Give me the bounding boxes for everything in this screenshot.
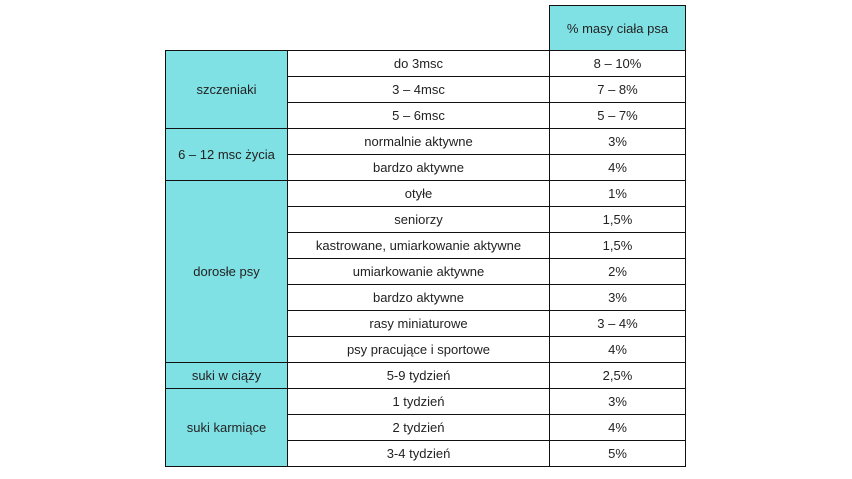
table-row: psy pracujące i sportowe 4% — [166, 336, 686, 363]
value-cell: 1,5% — [549, 232, 686, 259]
condition-cell: rasy miniaturowe — [287, 310, 550, 337]
empty-header-cell — [165, 5, 288, 51]
table-row: umiarkowanie aktywne 2% — [166, 258, 686, 285]
value-cell: 7 – 8% — [549, 76, 686, 103]
value-cell: 8 – 10% — [549, 50, 686, 77]
condition-cell: 5-9 tydzień — [287, 362, 550, 389]
condition-cell: 3-4 tydzień — [287, 440, 550, 467]
value-cell: 4% — [549, 336, 686, 363]
condition-cell: kastrowane, umiarkowanie aktywne — [287, 232, 550, 259]
group-label: dorosłe psy — [165, 180, 288, 363]
condition-cell: 5 – 6msc — [287, 102, 550, 129]
condition-cell: 2 tydzień — [287, 414, 550, 441]
feeding-table: % masy ciała psa szczeniaki do 3msc 8 – 10… — [165, 5, 686, 467]
value-cell: 2,5% — [549, 362, 686, 389]
condition-cell: normalnie aktywne — [287, 128, 550, 155]
condition-cell: bardzo aktywne — [287, 284, 550, 311]
table-row: szczeniaki do 3msc 8 – 10% — [165, 50, 686, 129]
table-row: 3 – 4msc 7 – 8% — [166, 76, 686, 103]
table-row: seniorzy 1,5% — [166, 206, 686, 233]
value-cell: 4% — [549, 154, 686, 181]
condition-cell: otyłe — [287, 180, 550, 207]
table-row: bardzo aktywne 4% — [166, 154, 686, 181]
value-cell: 3% — [549, 284, 686, 311]
value-cell: 3% — [549, 388, 686, 415]
value-cell: 4% — [549, 414, 686, 441]
value-cell: 1% — [549, 180, 686, 207]
table-row: suki karmiące 1 tydzień 3% — [165, 388, 686, 467]
condition-cell: 1 tydzień — [287, 388, 550, 415]
condition-cell: psy pracujące i sportowe — [287, 336, 550, 363]
value-cell: 5% — [549, 440, 686, 467]
empty-header-cell — [287, 5, 550, 51]
table-row: 3-4 tydzień 5% — [166, 440, 686, 467]
group-label: suki w ciąży — [165, 362, 288, 389]
value-column-header: % masy ciała psa — [549, 5, 686, 51]
condition-cell: 3 – 4msc — [287, 76, 550, 103]
table-row: rasy miniaturowe 3 – 4% — [166, 310, 686, 337]
table-row: suki w ciąży 5-9 tydzień 2,5% — [165, 362, 686, 389]
value-cell: 3% — [549, 128, 686, 155]
header-row: % masy ciała psa — [165, 5, 686, 51]
condition-cell: umiarkowanie aktywne — [287, 258, 550, 285]
value-cell: 2% — [549, 258, 686, 285]
group-label: szczeniaki — [165, 50, 288, 129]
condition-cell: seniorzy — [287, 206, 550, 233]
condition-cell: bardzo aktywne — [287, 154, 550, 181]
group-label: suki karmiące — [165, 388, 288, 467]
table-row: bardzo aktywne 3% — [166, 284, 686, 311]
table-row: 6 – 12 msc życia normalnie aktywne 3% — [165, 128, 686, 181]
table-row: kastrowane, umiarkowanie aktywne 1,5% — [166, 232, 686, 259]
group-label: 6 – 12 msc życia — [165, 128, 288, 181]
value-cell: 5 – 7% — [549, 102, 686, 129]
value-cell: 3 – 4% — [549, 310, 686, 337]
table-row: dorosłe psy otyłe 1% — [165, 180, 686, 363]
condition-cell: do 3msc — [287, 50, 550, 77]
value-cell: 1,5% — [549, 206, 686, 233]
